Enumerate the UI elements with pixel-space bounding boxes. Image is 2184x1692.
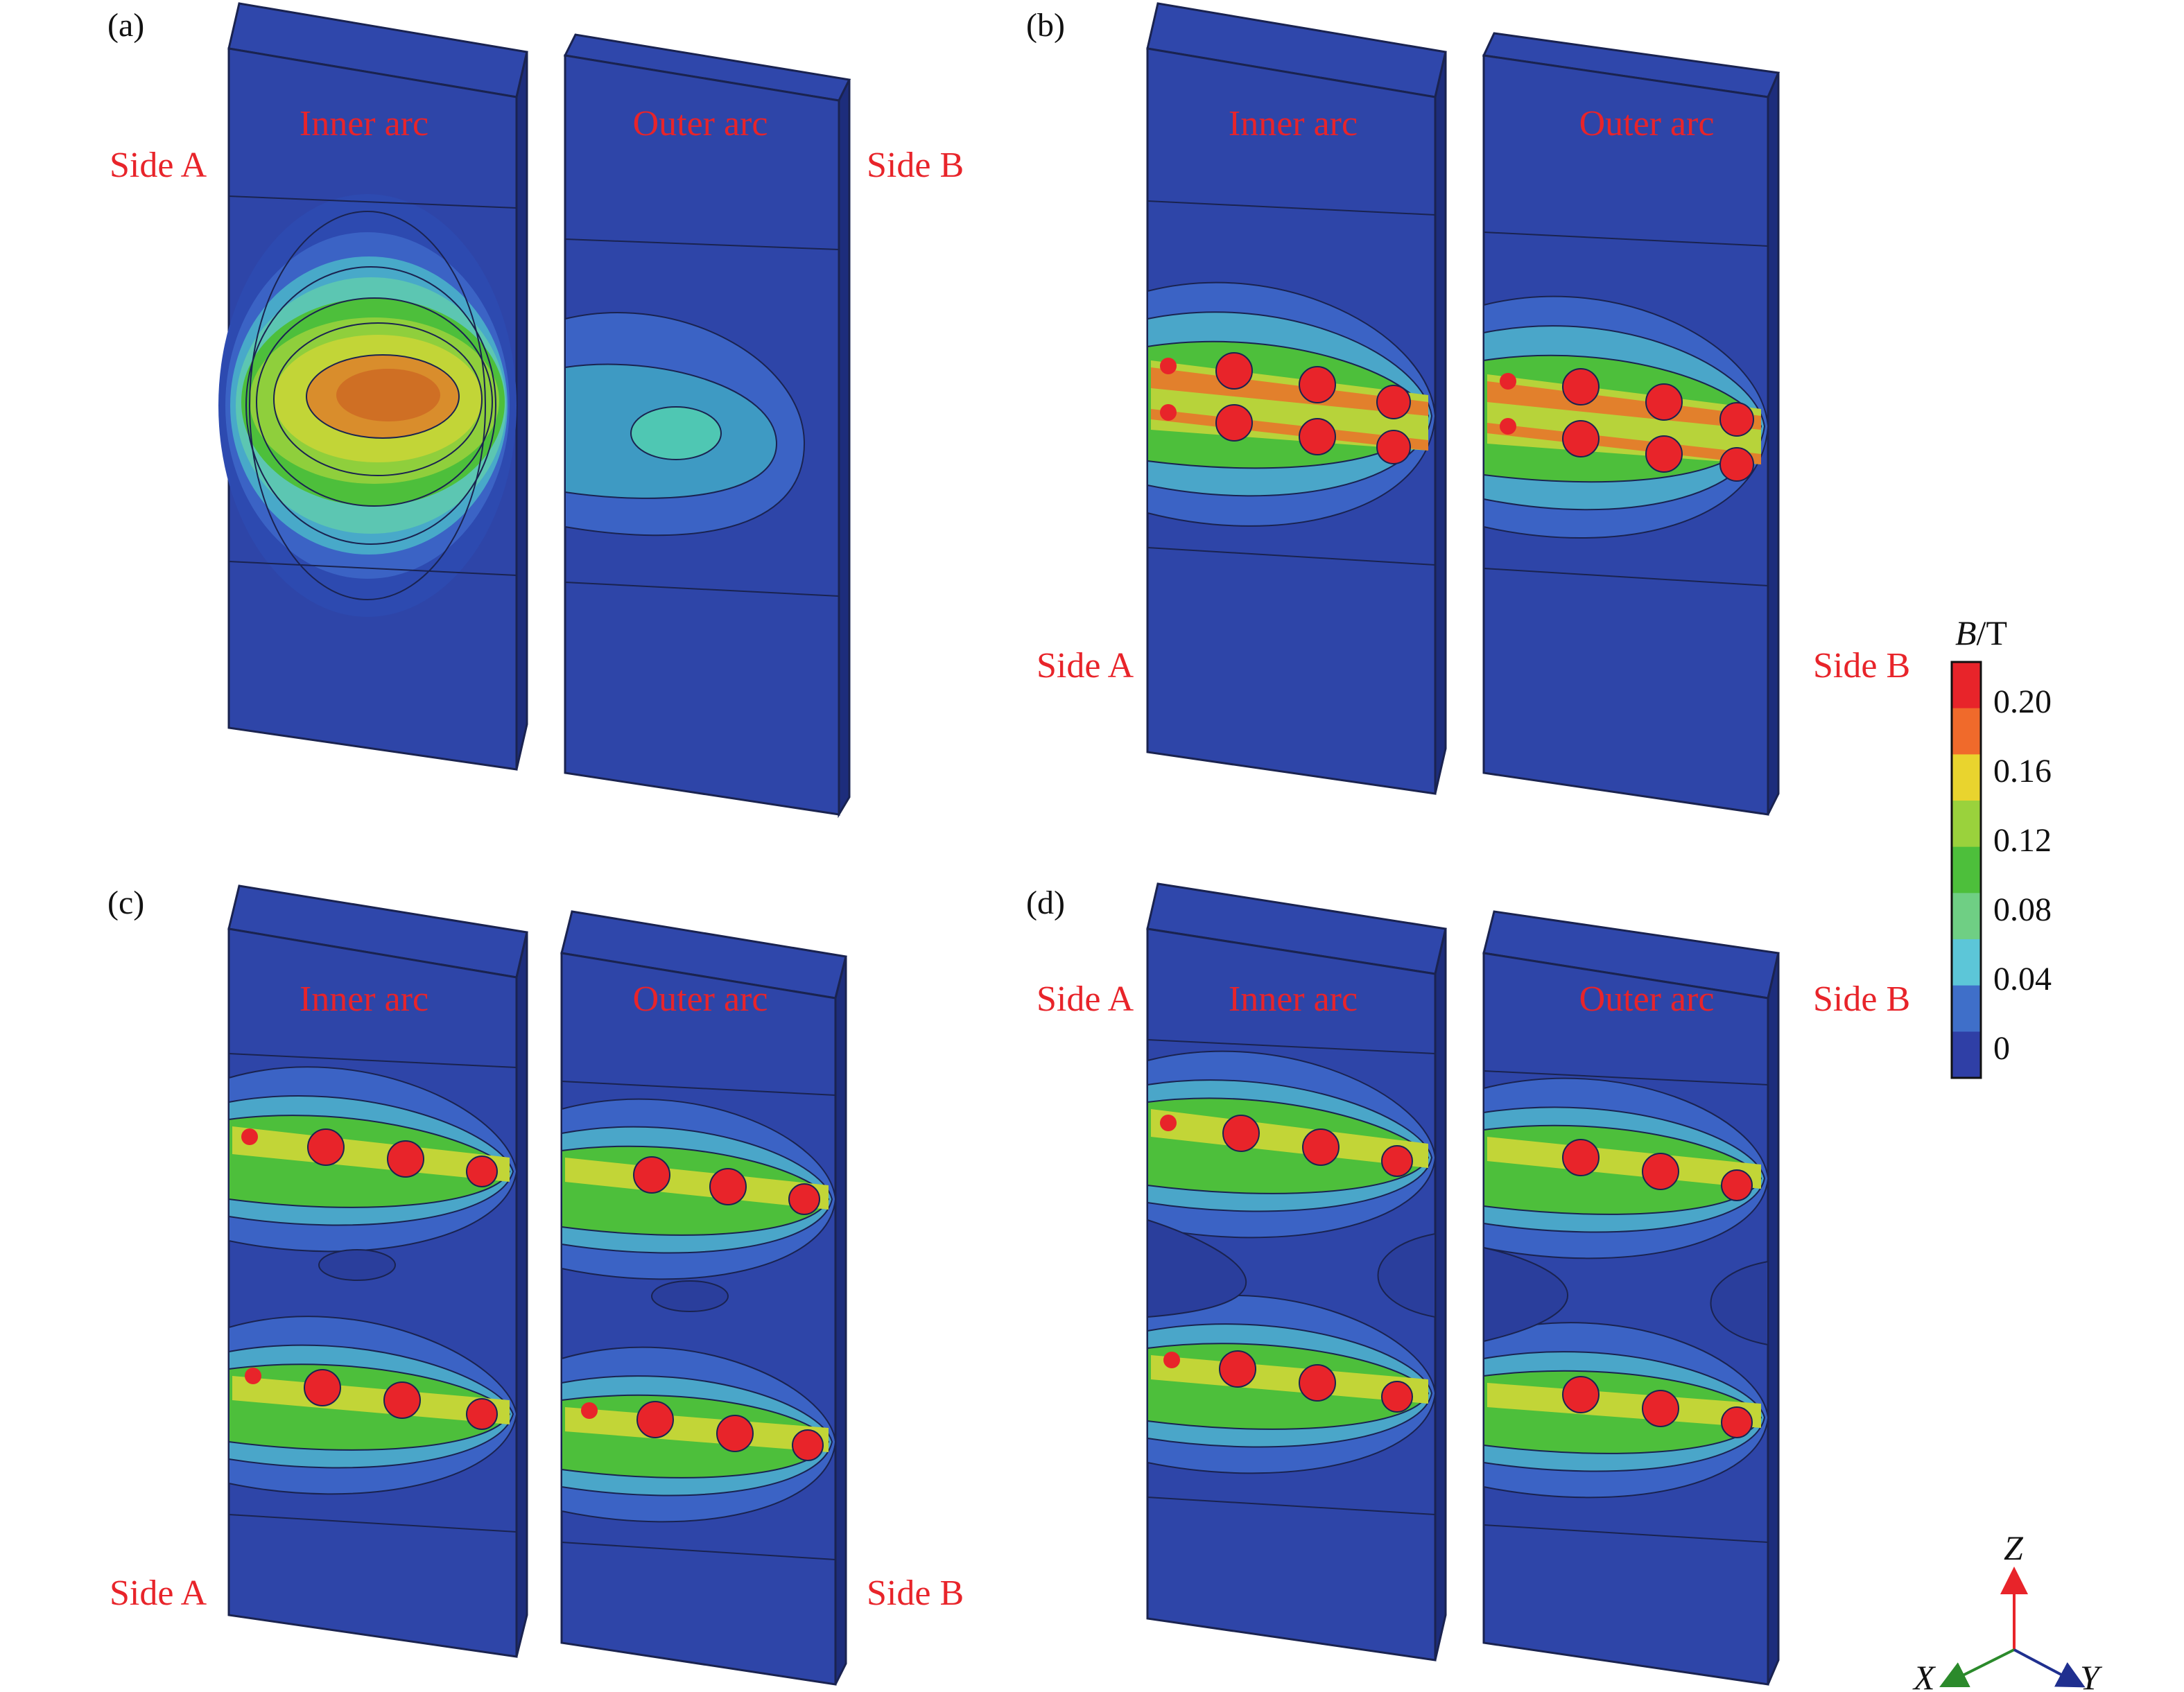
panel-c-side-b-label: Side B <box>867 1573 964 1613</box>
panel-a-inner-arc-label: Inner arc <box>300 104 428 143</box>
panel-c-inner-arc-label: Inner arc <box>300 979 428 1019</box>
colorbar-title-symbol: B <box>1955 613 1977 652</box>
colorbar-cell <box>1952 1031 1981 1079</box>
panel-d-side-b-label: Side B <box>1813 979 1910 1019</box>
panel-c-outer-arc-slab <box>560 910 847 1686</box>
panel-c-outer-field <box>561 1098 837 1523</box>
panel-a-inner-field <box>218 194 517 617</box>
colorbar-cell <box>1952 846 1981 893</box>
colorbar-cell <box>1952 801 1981 848</box>
panel-d-outer-arc-label: Outer arc <box>1579 979 1715 1019</box>
x-axis-label: X <box>1912 1658 1936 1692</box>
y-axis-arrow <box>2013 1648 2086 1688</box>
panel-b-outer-arc-slab <box>1482 32 1780 816</box>
panel-a-outer-field <box>564 312 806 537</box>
panel-c-tag: (c) <box>107 884 144 921</box>
colorbar-cell <box>1952 662 1981 709</box>
panel-a: (a) <box>107 2 964 819</box>
panel-c-inner-field <box>228 1066 518 1495</box>
colorbar-cell <box>1952 708 1981 755</box>
colorbar-tick-label: 0.20 <box>1993 683 2052 720</box>
panel-d-side-a-label: Side A <box>1037 979 1134 1019</box>
colorbar-cell <box>1952 754 1981 801</box>
colorbar-cell <box>1952 939 1981 986</box>
panel-b-outer-field <box>1483 295 1769 539</box>
panel-a-outer-arc-label: Outer arc <box>633 104 768 143</box>
colorbar-cell <box>1952 985 1981 1032</box>
colorbar-tick-label: 0.08 <box>1993 891 2052 928</box>
panel-a-side-b-label: Side B <box>867 146 964 185</box>
colorbar-ticks: 0.20 0.16 0.12 0.08 0.04 0 <box>1993 683 2052 1067</box>
panel-d-inner-field <box>1147 1050 1437 1474</box>
panel-c-side-a-label: Side A <box>110 1573 207 1613</box>
colorbar-tick-label: 0.12 <box>1993 822 2052 859</box>
panel-c-inner-arc-slab <box>227 884 528 1658</box>
panel-b: (b) <box>1026 2 1910 816</box>
colorbar-title-unit: /T <box>1977 613 2007 652</box>
panel-b-side-a-label: Side A <box>1037 646 1134 686</box>
colorbar-cell <box>1952 893 1981 940</box>
panel-a-inner-arc-slab <box>218 2 528 771</box>
panel-b-inner-arc-label: Inner arc <box>1229 104 1358 143</box>
x-axis-arrow <box>1939 1648 2015 1687</box>
panel-d-outer-arc-slab <box>1482 910 1780 1686</box>
y-axis-label: Y <box>2080 1658 2103 1692</box>
colorbar-tick-label: 0.16 <box>1993 753 2052 790</box>
panel-d-outer-field <box>1483 1077 1769 1499</box>
panel-c-outer-arc-label: Outer arc <box>633 979 768 1019</box>
panel-d-tag: (d) <box>1026 884 1065 921</box>
colorbar: B/T 0.20 0.16 0.12 0.08 0.04 0 <box>1950 613 2052 1079</box>
panel-b-outer-arc-label: Outer arc <box>1579 104 1715 143</box>
panel-b-inner-field <box>1147 281 1437 527</box>
panel-a-outer-arc-slab <box>563 33 851 819</box>
panel-b-side-b-label: Side B <box>1813 646 1910 686</box>
colorbar-tick-label: 0 <box>1993 1030 2010 1067</box>
panel-d-inner-arc-label: Inner arc <box>1229 979 1358 1019</box>
panel-a-side-a-label: Side A <box>110 146 207 185</box>
panel-d-inner-arc-slab <box>1146 882 1447 1662</box>
panel-b-inner-arc-slab <box>1146 2 1447 795</box>
panel-d: (d) <box>1026 882 1910 1686</box>
axis-triad: Z X Y <box>1912 1528 2103 1692</box>
z-axis-label: Z <box>2004 1528 2024 1567</box>
panel-b-tag: (b) <box>1026 7 1065 44</box>
colorbar-cells <box>1952 662 1981 1079</box>
colorbar-tick-label: 0.04 <box>1993 961 2052 997</box>
panel-a-tag: (a) <box>107 7 144 44</box>
colorbar-title: B/T <box>1955 613 2007 652</box>
panel-c: (c) <box>107 884 964 1686</box>
colorbar-frame <box>1950 661 1982 1079</box>
